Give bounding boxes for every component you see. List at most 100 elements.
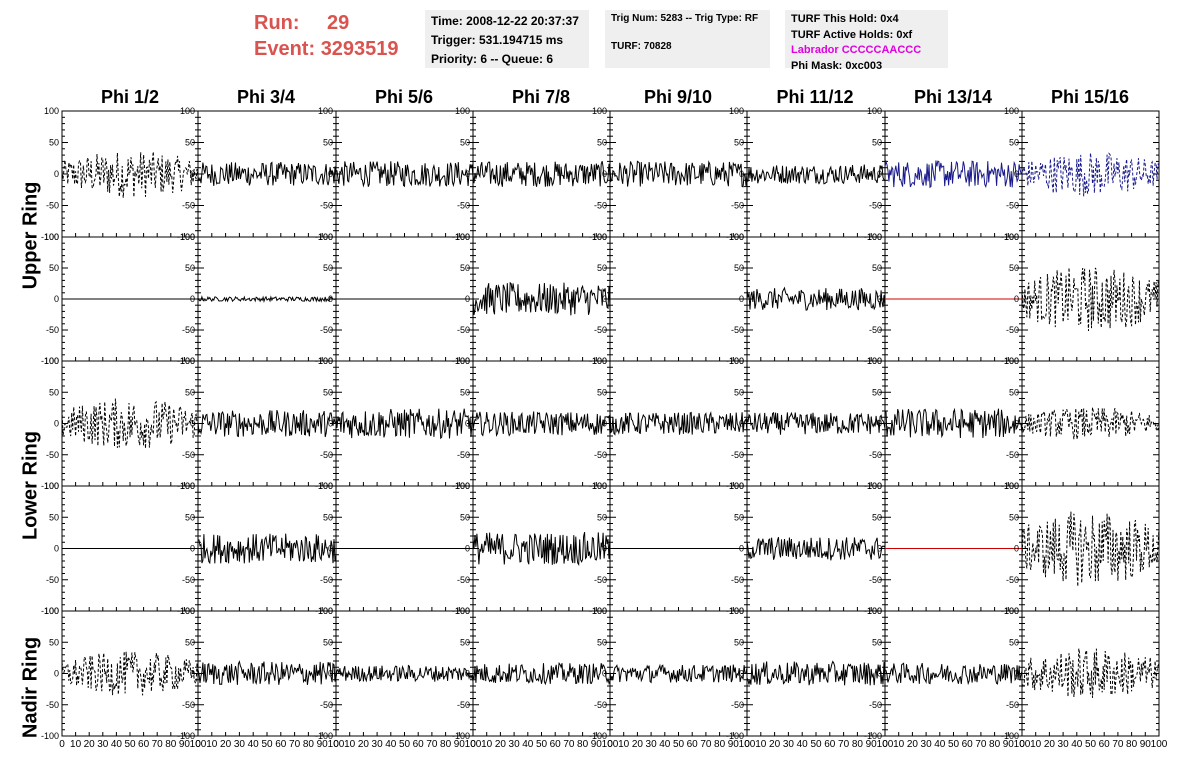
x-tick-label: 80: [440, 739, 452, 750]
y-tick-label: 50: [49, 263, 59, 273]
labrador-text: Labrador CCCCCAACCC: [791, 44, 922, 56]
y-tick-label: 50: [597, 637, 607, 647]
y-tick-label: 100: [318, 106, 333, 116]
y-tick-label: 0: [739, 669, 744, 679]
x-tick-label: 40: [659, 739, 671, 750]
y-tick-label: 0: [602, 544, 607, 554]
y-tick-label: -50: [869, 450, 882, 460]
y-tick-label: 0: [739, 419, 744, 429]
trigger-info-box: Trig Num: 5283 -- Trig Type: RF TURF: 70…: [605, 10, 770, 68]
y-tick-label: 0: [54, 544, 59, 554]
waveform-trace: [1021, 648, 1160, 698]
column-title-3: Phi 5/6: [374, 87, 434, 107]
y-tick-label: -50: [457, 700, 470, 710]
panel-frame: [61, 610, 199, 737]
y-tick-label: -50: [320, 325, 333, 335]
y-tick-label: 100: [318, 606, 333, 616]
y-tick-label: 100: [455, 106, 470, 116]
y-tick-label: 0: [54, 669, 59, 679]
y-tick-label: -50: [1006, 700, 1019, 710]
y-tick-label: 0: [739, 294, 744, 304]
x-tick-label: 100: [190, 739, 207, 750]
y-tick-label: 100: [867, 106, 882, 116]
x-tick-label: 60: [962, 739, 974, 750]
column-title-8: Phi 15/16: [1050, 87, 1130, 107]
x-tick-label: 50: [673, 739, 685, 750]
y-tick-label: 100: [867, 356, 882, 366]
y-tick-label: 100: [729, 232, 744, 242]
x-tick-label: 20: [1044, 739, 1056, 750]
x-tick-label: 20: [632, 739, 644, 750]
y-tick-label: -100: [41, 356, 59, 366]
waveform-trace: [746, 411, 886, 435]
y-tick-label: -50: [731, 325, 744, 335]
y-tick-label: 0: [328, 294, 333, 304]
y-tick-label: 50: [734, 138, 744, 148]
panel-frame: [61, 110, 199, 238]
y-tick-label: 100: [318, 356, 333, 366]
x-tick-label: 40: [1071, 739, 1083, 750]
x-tick-label: 0: [470, 739, 476, 750]
y-tick-label: -50: [457, 575, 470, 585]
y-tick-label: 0: [465, 544, 470, 554]
x-tick-label: 70: [426, 739, 438, 750]
y-tick-label: 0: [190, 294, 195, 304]
x-tick-label: 60: [413, 739, 425, 750]
x-tick-label: 90: [179, 739, 191, 750]
x-tick-label: 50: [261, 739, 273, 750]
y-tick-label: 100: [44, 481, 59, 491]
y-tick-label: 100: [729, 481, 744, 491]
x-tick-label: 100: [602, 739, 619, 750]
y-tick-label: -100: [41, 606, 59, 616]
y-tick-label: 0: [465, 419, 470, 429]
y-tick-label: -50: [731, 450, 744, 460]
x-tick-label: 50: [948, 739, 960, 750]
column-title-4: Phi 7/8: [511, 87, 571, 107]
y-tick-label: 100: [318, 481, 333, 491]
y-tick-label: -100: [864, 731, 882, 741]
waveform-trace: [197, 161, 337, 186]
panel-frame: [746, 110, 886, 238]
y-tick-label: -100: [315, 731, 333, 741]
y-tick-label: 50: [323, 387, 333, 397]
y-tick-label: -50: [46, 201, 59, 211]
x-tick-label: 0: [59, 739, 65, 750]
y-tick-label: 0: [1014, 169, 1019, 179]
y-tick-label: 100: [729, 356, 744, 366]
x-tick-label: 50: [536, 739, 548, 750]
y-tick-label: 0: [54, 294, 59, 304]
y-tick-label: -50: [594, 325, 607, 335]
y-tick-label: 50: [872, 512, 882, 522]
y-tick-label: 100: [455, 606, 470, 616]
x-tick-label: 100: [328, 739, 345, 750]
x-tick-label: 10: [344, 739, 356, 750]
panel-frame: [1021, 485, 1160, 612]
y-tick-label: -50: [594, 201, 607, 211]
y-tick-label: 50: [734, 263, 744, 273]
y-tick-label: -50: [320, 450, 333, 460]
x-tick-label: 90: [728, 739, 740, 750]
y-tick-label: 50: [872, 637, 882, 647]
x-tick-label: 30: [97, 739, 109, 750]
run-event-block: Run: 29 Event: 3293519: [254, 10, 399, 62]
waveform-trace: [335, 664, 474, 683]
y-tick-label: 0: [1014, 669, 1019, 679]
y-tick-label: 0: [739, 544, 744, 554]
panel-frame: [472, 236, 611, 362]
x-tick-label: 20: [220, 739, 232, 750]
waveform-trace: [609, 663, 748, 684]
y-tick-label: -100: [589, 731, 607, 741]
time-text: Time: 2008-12-22 20:37:37: [431, 14, 579, 28]
y-tick-label: 0: [54, 169, 59, 179]
x-tick-label: 50: [1085, 739, 1097, 750]
trigger-text: Trigger: 531.194715 ms: [431, 33, 564, 47]
y-tick-label: 50: [1009, 512, 1019, 522]
y-tick-label: 0: [602, 169, 607, 179]
y-tick-label: 50: [185, 512, 195, 522]
y-tick-label: -50: [182, 575, 195, 585]
x-tick-label: 70: [563, 739, 575, 750]
waveform-trace: [746, 660, 886, 686]
x-tick-label: 70: [152, 739, 164, 750]
x-tick-label: 20: [84, 739, 96, 750]
